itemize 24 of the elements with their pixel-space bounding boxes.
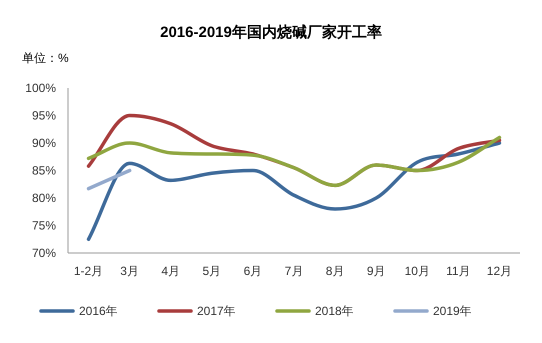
x-tick-label: 9月 (366, 264, 386, 278)
y-tick-label: 100% (25, 81, 56, 95)
y-tick-label: 85% (32, 164, 56, 178)
text: 单位：% (22, 51, 69, 65)
y-tick-label: 75% (32, 218, 56, 232)
x-tick-label: 1-2月 (74, 264, 104, 278)
x-tick-label: 10月 (404, 264, 430, 278)
x-tick-label: 3月 (120, 264, 139, 278)
x-tick-label: 5月 (202, 264, 222, 278)
x-tick-label: 8月 (326, 264, 344, 278)
legend-label: 2018年 (315, 304, 354, 318)
chart-title: 2016-2019年国内烧碱厂家开工率 (160, 23, 382, 41)
x-tick-label: 12月 (486, 264, 512, 278)
y-tick-label: 70% (32, 246, 56, 260)
legend-label: 2019年 (433, 304, 472, 318)
y-tick-label: 95% (32, 108, 56, 122)
x-tick-label: 6月 (244, 264, 262, 278)
legend-label: 2017年 (197, 304, 236, 318)
x-tick-label: 4月 (161, 264, 180, 278)
x-tick-label: 7月 (284, 264, 304, 278)
x-tick-label: 11月 (446, 264, 471, 278)
y-tick-label: 80% (32, 191, 56, 205)
y-tick-label: 90% (32, 136, 56, 150)
legend-label: 2016年 (79, 304, 118, 318)
